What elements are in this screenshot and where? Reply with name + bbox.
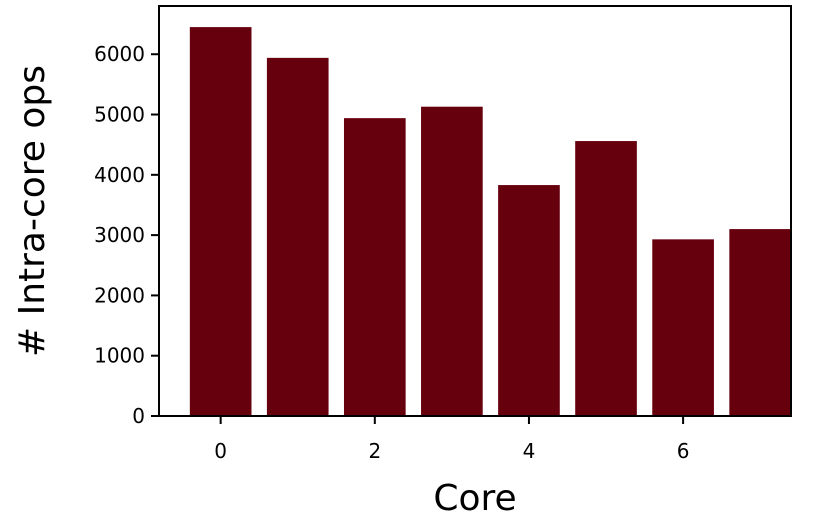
x-tick-label: 2	[368, 439, 381, 463]
bar-core-0	[189, 27, 252, 417]
bar-core-6	[652, 239, 714, 416]
y-tick-label: 4000	[94, 163, 145, 187]
x-axis: 0 2 4 6	[214, 416, 689, 463]
plot-frame	[158, 5, 792, 417]
bar-core-2	[343, 118, 406, 416]
y-axis-title: # Intra-core ops	[12, 65, 53, 357]
y-tick-label: 0	[132, 404, 145, 428]
y-tick-label: 3000	[94, 223, 145, 247]
y-tick-label: 2000	[94, 283, 145, 307]
x-tick-label: 0	[214, 439, 227, 463]
bar-core-3	[421, 106, 483, 417]
bar-core-1	[266, 57, 329, 417]
bars	[189, 27, 791, 417]
x-tick-label: 4	[523, 439, 536, 463]
x-axis-title: Core	[433, 478, 516, 519]
bar-core-7	[729, 229, 791, 416]
bar-core-5	[575, 141, 637, 416]
x-tick-label: 6	[677, 439, 690, 463]
y-tick-label: 6000	[94, 42, 145, 66]
y-tick-label: 1000	[94, 344, 145, 368]
bar-core-4	[498, 185, 560, 416]
y-tick-label: 5000	[94, 103, 145, 127]
y-axis: 0 1000 2000 3000 4000 5000 6000	[94, 42, 159, 428]
